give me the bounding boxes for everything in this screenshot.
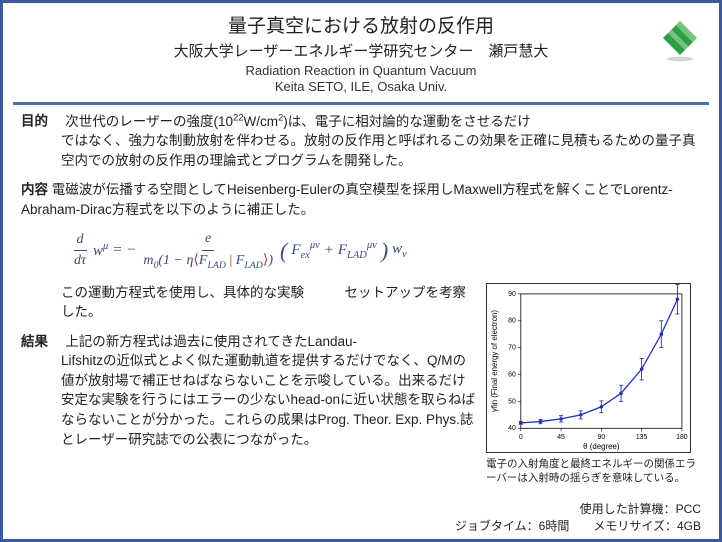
svg-text:40: 40	[508, 425, 516, 432]
svg-text:50: 50	[508, 398, 516, 405]
svg-text:80: 80	[508, 317, 516, 324]
svg-text:70: 70	[508, 344, 516, 351]
lower-row: この運動方程式を使用し、具体的な実験 セットアップを考察した。 結果 上記の新方…	[21, 283, 701, 485]
content-label: 内容	[21, 182, 48, 197]
header-divider	[13, 102, 709, 105]
title-en: Radiation Reaction in Quantum Vacuum	[15, 63, 707, 78]
purpose-label: 目的	[21, 114, 48, 129]
energy-angle-chart: 04590135180405060708090θ (degree)γfin (F…	[486, 283, 691, 453]
purpose-text: 次世代のレーザーの強度(1022W/cm2)は、電子に相対論的な運動をさせるだけ…	[21, 114, 701, 171]
footer-line2: ジョブタイム：6時間 メモリサイズ：4GB	[455, 518, 701, 535]
footer-computer: 使用した計算機：PCC	[455, 501, 701, 518]
header: 量子真空における放射の反作用 大阪大学レーザーエネルギー学研究センター 瀬戸慧大…	[3, 3, 719, 100]
chart-column: 04590135180405060708090θ (degree)γfin (F…	[486, 283, 701, 485]
subtitle-ja: 大阪大学レーザーエネルギー学研究センター 瀬戸慧大	[15, 40, 707, 61]
institution-logo-icon	[657, 19, 703, 65]
result-text: 上記の新方程式は過去に使用されてきたLandau-Lifshitzの近似式とよく…	[21, 334, 478, 449]
lower-text-column: この運動方程式を使用し、具体的な実験 セットアップを考察した。 結果 上記の新方…	[21, 283, 478, 485]
purpose-section: 目的 次世代のレーザーの強度(1022W/cm2)は、電子に相対論的な運動をさせ…	[21, 111, 701, 170]
footer: 使用した計算機：PCC ジョブタイム：6時間 メモリサイズ：4GB	[455, 501, 701, 535]
svg-text:0: 0	[519, 434, 523, 441]
svg-text:90: 90	[598, 434, 606, 441]
equation: d dτ wμ = − e m0(1 − η⟨FLAD | FLAD⟩) ( F…	[71, 229, 701, 272]
result-section: 結果 上記の新方程式は過去に使用されてきたLandau-Lifshitzの近似式…	[21, 332, 478, 449]
svg-text:γfin (Final energy of electron: γfin (Final energy of electron)	[490, 309, 499, 412]
result-label: 結果	[21, 334, 48, 349]
svg-text:45: 45	[557, 434, 565, 441]
svg-text:135: 135	[636, 434, 648, 441]
content-after-eq: この運動方程式を使用し、具体的な実験 セットアップを考察した。	[61, 283, 478, 322]
svg-text:180: 180	[676, 434, 688, 441]
title-ja: 量子真空における放射の反作用	[15, 11, 707, 38]
chart-caption: 電子の入射角度と最終エネルギーの関係エラーバーは入射時の揺らぎを意味している。	[486, 457, 701, 485]
content-text: 電磁波が伝播する空間としてHeisenberg-Eulerの真空模型を採用しMa…	[21, 182, 673, 217]
content-area: 目的 次世代のレーザーの強度(1022W/cm2)は、電子に相対論的な運動をさせ…	[3, 111, 719, 485]
svg-text:90: 90	[508, 290, 516, 297]
subtitle-en: Keita SETO, ILE, Osaka Univ.	[15, 79, 707, 94]
content-section: 内容 電磁波が伝播する空間としてHeisenberg-Eulerの真空模型を採用…	[21, 180, 701, 485]
svg-text:60: 60	[508, 371, 516, 378]
svg-text:θ (degree): θ (degree)	[583, 442, 620, 451]
